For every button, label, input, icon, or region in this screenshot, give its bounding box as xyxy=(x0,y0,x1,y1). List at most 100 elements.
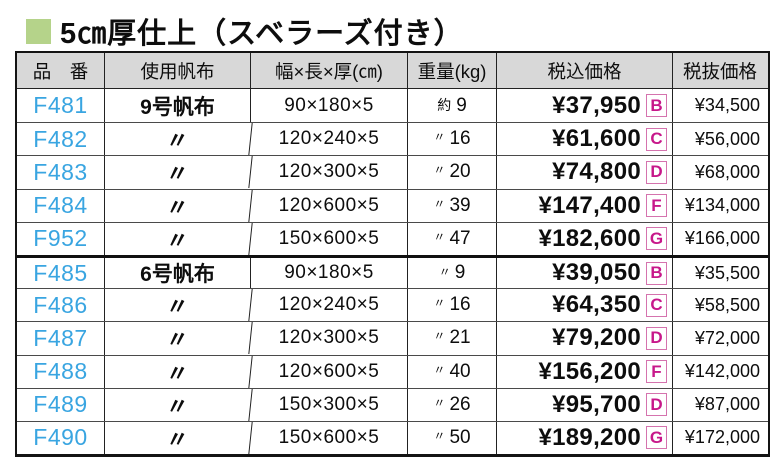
cell-product-code: F483 xyxy=(17,156,105,189)
weight-value: 47 xyxy=(449,227,471,249)
price-tax-included-value: ¥61,600 xyxy=(552,125,641,153)
table-row: F484 〃 120×600×5 〃 39 ¥147,400 F ¥134,00… xyxy=(17,188,768,222)
price-grade-badge: F xyxy=(646,360,667,384)
price-grade-badge: B xyxy=(646,94,667,118)
table-row: F485 6号帆布 90×180×5 〃 9 ¥39,050 B ¥35,500 xyxy=(17,254,768,289)
price-grade-badge: D xyxy=(646,326,667,350)
price-tax-included-value: ¥156,200 xyxy=(538,357,641,385)
header-price-tax-included: 税込価格 xyxy=(497,53,673,88)
table-row: F483 〃 120×300×5 〃 20 ¥74,800 D ¥68,000 xyxy=(17,155,768,189)
price-tax-included-value: ¥182,600 xyxy=(538,224,641,252)
cell-price-tax-included: ¥189,200 G xyxy=(497,421,673,455)
cell-canvas-type: 〃 xyxy=(103,355,253,388)
weight-value: 9 xyxy=(454,262,466,284)
price-grade-badge: G xyxy=(646,426,667,450)
weight-value: 39 xyxy=(449,194,471,216)
cell-product-code: F952 xyxy=(17,222,105,255)
price-tax-included-value: ¥74,800 xyxy=(552,158,641,186)
cell-product-code: F485 xyxy=(17,257,105,289)
weight-prefix: 約 xyxy=(437,97,452,113)
price-tax-included-value: ¥37,950 xyxy=(552,91,641,119)
price-tax-included-value: ¥95,700 xyxy=(552,390,641,418)
cell-canvas-type: 9号帆布 xyxy=(105,89,251,123)
cell-price-tax-excluded: ¥35,500 xyxy=(694,262,760,283)
price-grade-badge: B xyxy=(646,261,667,285)
weight-value: 50 xyxy=(449,426,471,448)
cell-weight: 〃 26 xyxy=(408,388,497,421)
weight-value: 16 xyxy=(449,128,471,150)
header-canvas-type: 使用帆布 xyxy=(105,53,251,88)
section-title-text: 5㎝厚仕上（スベラーズ付き） xyxy=(60,18,464,50)
header-dimensions: 幅×長×厚(㎝) xyxy=(251,53,408,88)
cell-price-tax-excluded: ¥68,000 xyxy=(694,161,760,182)
table-header-row: 品 番 使用帆布 幅×長×厚(㎝) 重量(kg) 税込価格 税抜価格 xyxy=(17,53,768,89)
cell-product-code: F490 xyxy=(17,421,105,455)
weight-prefix: 〃 xyxy=(433,362,446,377)
cell-price-tax-included: ¥95,700 D xyxy=(497,388,673,421)
cell-price-tax-excluded: ¥166,000 xyxy=(684,228,760,249)
cell-canvas-type: 6号帆布 xyxy=(105,257,251,289)
weight-prefix: 〃 xyxy=(438,264,451,279)
cell-price-tax-excluded: ¥72,000 xyxy=(694,327,760,348)
green-square-bullet-icon xyxy=(26,18,51,44)
table-row: F486 〃 120×240×5 〃 16 ¥64,350 C ¥58,500 xyxy=(17,288,768,322)
table-row: F481 9号帆布 90×180×5 約 9 ¥37,950 B ¥34,500 xyxy=(17,89,768,123)
cell-dimensions: 120×600×5 xyxy=(251,189,408,222)
weight-value: 16 xyxy=(449,294,471,316)
cell-weight: 約 9 xyxy=(408,89,497,123)
weight-prefix: 〃 xyxy=(433,329,446,344)
cell-weight: 〃 40 xyxy=(408,355,497,388)
table-row: F487 〃 120×300×5 〃 21 ¥79,200 D ¥72,000 xyxy=(17,321,768,355)
table-row: F482 〃 120×240×5 〃 16 ¥61,600 C ¥56,000 xyxy=(17,122,768,156)
header-price-tax-excluded: 税抜価格 xyxy=(682,60,757,82)
cell-product-code: F489 xyxy=(17,388,105,421)
price-tax-included-value: ¥147,400 xyxy=(538,191,641,219)
cell-dimensions: 120×300×5 xyxy=(251,156,408,189)
cell-canvas-type: 〃 xyxy=(103,421,253,455)
price-tax-included-value: ¥64,350 xyxy=(552,291,641,319)
price-tax-included-value: ¥189,200 xyxy=(538,423,641,451)
price-grade-badge: D xyxy=(646,160,667,184)
cell-weight: 〃 20 xyxy=(408,156,497,189)
cell-product-code: F487 xyxy=(17,322,105,355)
table-body: F481 9号帆布 90×180×5 約 9 ¥37,950 B ¥34,500… xyxy=(17,89,768,455)
cell-canvas-type: 〃 xyxy=(103,189,253,222)
cell-price-tax-excluded: ¥134,000 xyxy=(684,195,760,216)
cell-weight: 〃 9 xyxy=(408,257,497,289)
price-grade-badge: C xyxy=(646,127,667,151)
price-tax-included-value: ¥79,200 xyxy=(552,324,641,352)
cell-canvas-type: 〃 xyxy=(103,156,253,189)
weight-value: 20 xyxy=(449,161,471,183)
table-row: F488 〃 120×600×5 〃 40 ¥156,200 F ¥142,00… xyxy=(17,354,768,388)
header-product-code: 品 番 xyxy=(17,53,105,88)
cell-price-tax-included: ¥64,350 C xyxy=(497,289,673,322)
cell-dimensions: 120×240×5 xyxy=(251,123,408,156)
cell-price-tax-included: ¥156,200 F xyxy=(497,355,673,388)
cell-dimensions: 120×300×5 xyxy=(251,322,408,355)
cell-canvas-type: 〃 xyxy=(103,388,253,421)
price-grade-badge: G xyxy=(646,227,667,251)
cell-weight: 〃 39 xyxy=(408,189,497,222)
price-grade-badge: D xyxy=(646,393,667,417)
weight-value: 9 xyxy=(456,94,467,116)
cell-weight: 〃 47 xyxy=(408,222,497,255)
cell-dimensions: 120×240×5 xyxy=(251,289,408,322)
cell-price-tax-included: ¥74,800 D xyxy=(497,156,673,189)
cell-price-tax-excluded: ¥58,500 xyxy=(694,294,760,315)
cell-canvas-type: 〃 xyxy=(103,222,253,255)
weight-prefix: 〃 xyxy=(433,130,446,145)
cell-price-tax-included: ¥79,200 D xyxy=(497,322,673,355)
cell-price-tax-included: ¥182,600 G xyxy=(497,222,673,255)
price-grade-badge: F xyxy=(646,194,667,218)
weight-value: 26 xyxy=(449,393,471,415)
cell-price-tax-excluded: ¥142,000 xyxy=(684,361,760,382)
cell-price-tax-excluded: ¥172,000 xyxy=(684,427,760,448)
cell-dimensions: 120×600×5 xyxy=(251,355,408,388)
price-grade-badge: C xyxy=(646,293,667,317)
cell-canvas-type: 〃 xyxy=(103,289,253,322)
cell-dimensions: 150×600×5 xyxy=(251,421,408,455)
cell-weight: 〃 16 xyxy=(408,289,497,322)
cell-price-tax-excluded: ¥87,000 xyxy=(694,394,760,415)
cell-dimensions: 150×300×5 xyxy=(251,388,408,421)
cell-weight: 〃 21 xyxy=(408,322,497,355)
